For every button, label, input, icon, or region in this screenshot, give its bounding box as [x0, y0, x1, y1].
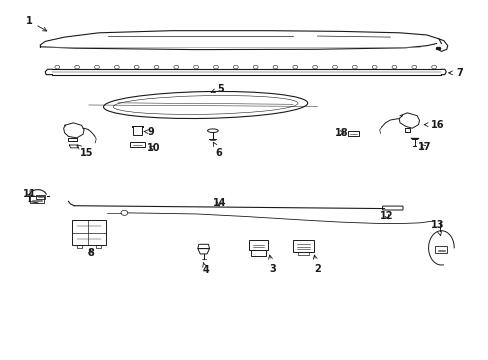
Text: 11: 11	[23, 189, 36, 199]
Text: 2: 2	[313, 255, 320, 274]
Text: 18: 18	[334, 128, 348, 138]
Text: 10: 10	[146, 143, 160, 153]
Text: 9: 9	[144, 127, 154, 137]
Text: 4: 4	[202, 262, 208, 275]
Text: 12: 12	[380, 211, 393, 221]
Text: 15: 15	[77, 145, 93, 158]
Text: 7: 7	[448, 68, 462, 78]
Text: 16: 16	[424, 120, 444, 130]
Text: 3: 3	[268, 255, 276, 274]
Text: 8: 8	[87, 248, 94, 258]
Text: 14: 14	[212, 198, 225, 207]
Text: 5: 5	[211, 84, 223, 94]
Text: 1: 1	[26, 16, 47, 31]
Text: 13: 13	[430, 220, 444, 235]
Text: 17: 17	[417, 142, 430, 152]
Text: 6: 6	[213, 142, 222, 158]
